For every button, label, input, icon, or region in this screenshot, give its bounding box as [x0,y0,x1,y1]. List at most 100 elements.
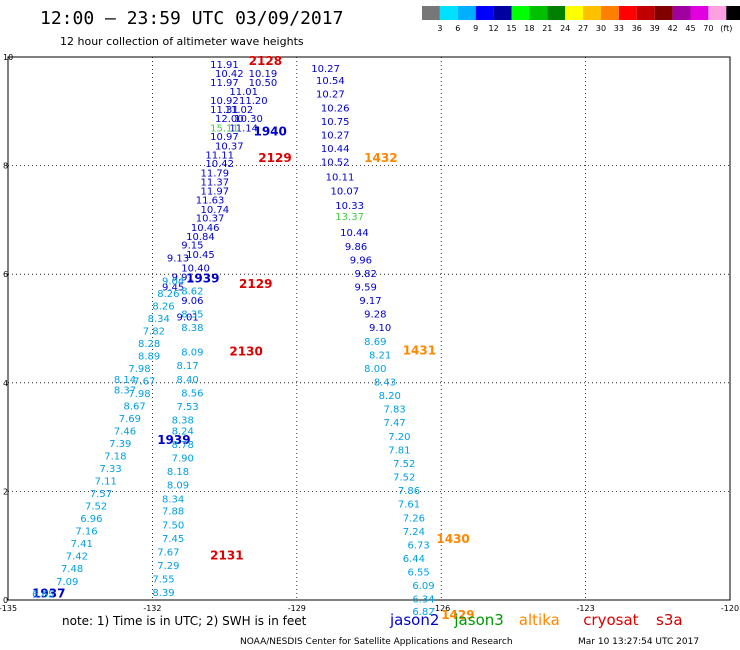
legend-label: 6 [455,24,460,33]
legend-swatch [672,6,691,20]
x-tick-label: -126 [432,604,450,613]
legend-swatch [636,6,655,20]
wave-height-value: 9.17 [359,296,381,307]
wave-height-value: 8.26 [157,289,179,300]
wave-height-value: 7.33 [99,464,121,475]
wave-height-value: 7.41 [71,539,93,550]
wave-height-value: 10.75 [321,117,350,128]
legend-swatch [511,6,530,20]
wave-height-value: 9.45 [162,282,184,293]
wave-height-value: 7.16 [75,526,97,537]
time-label: 2129 [239,277,272,291]
wave-height-value: 7.52 [393,473,415,484]
wave-height-value: 8.34 [148,314,170,325]
wave-height-value: 10.27 [321,130,350,141]
legend-label: 30 [596,24,606,33]
wave-height-value: 7.39 [109,439,131,450]
satellite-cryosat: cryosat [583,611,638,629]
wave-height-value: 11.01 [229,87,258,98]
wave-height-value: 10.42 [215,69,244,80]
wave-height-value: 11.37 [201,178,230,189]
legend-label: 27 [578,24,588,33]
wave-height-value: 11.79 [201,168,230,179]
time-label: 2131 [210,548,243,562]
time-label: 1430 [436,532,469,546]
time-label: 1939 [157,433,190,447]
wave-height-value: 10.97 [210,132,239,143]
time-label: 1937 [32,586,65,600]
x-tick-label: -132 [143,604,161,613]
time-label: 2130 [229,345,262,359]
legend-swatch [439,6,458,20]
wave-height-value: 7.11 [95,476,117,487]
wave-height-value: 12.00 [215,114,244,125]
y-tick-label: 10 [3,53,13,62]
time-label: 1432 [364,151,397,165]
footer-credit: NOAA/NESDIS Center for Satellite Applica… [240,637,513,647]
plot-frame [7,56,731,601]
wave-height-value: 9.28 [364,310,386,321]
wave-height-value: 6.65 [32,589,54,600]
legend-label: 3 [437,24,442,33]
wave-height-value: 10.54 [316,76,345,87]
wave-height-value: 7.53 [176,402,198,413]
chart-subtitle: 12 hour collection of altimeter wave hei… [60,35,304,48]
wave-height-value: 8.38 [172,416,194,427]
wave-height-value: 7.88 [162,507,184,518]
wave-height-value: 8.67 [124,401,146,412]
legend-label: 21 [542,24,552,33]
wave-height-value: 6.82 [412,607,434,618]
wave-height-value: 7.52 [85,501,107,512]
legend-swatch [583,6,601,20]
wave-height-value: 8.69 [364,337,386,348]
wave-height-value: 9.96 [350,255,372,266]
y-tick-label: 8 [3,162,8,171]
wave-height-value: 10.27 [311,64,340,75]
y-tick-label: 4 [3,379,8,388]
wave-height-value: 8.78 [172,440,194,451]
legend-swatch [601,6,619,20]
wave-height-value: 10.27 [316,90,345,101]
wave-height-value: 8.21 [369,350,391,361]
wave-height-value: 10.84 [186,232,215,243]
wave-height-value: 7.55 [152,575,174,586]
wave-height-value: 7.67 [157,547,179,558]
wave-height-value: 10.07 [330,186,359,197]
wave-height-value: 7.29 [157,561,179,572]
wave-height-value: 6.34 [412,595,434,606]
wave-height-value: 8.28 [138,339,160,350]
wave-height-value: 10.42 [205,159,234,170]
wave-height-value: 7.98 [128,364,150,375]
wave-height-value: 9.91 [172,273,194,284]
time-label: 1939 [186,271,219,285]
legend-label: 33 [614,24,624,33]
wave-height-value: 7.82 [143,326,165,337]
wave-height-value: 10.74 [201,205,230,216]
plot-grid [7,56,731,601]
wave-height-value: 7.61 [398,500,420,511]
satellite-jason3: jason3 [453,611,503,629]
x-tick-label: -120 [721,604,739,613]
time-label: 1431 [403,344,436,358]
wave-height-value: 7.24 [403,527,425,538]
wave-height-value: 7.86 [398,486,420,497]
wave-height-value: 7.52 [393,459,415,470]
satellite-jason2: jason2 [389,611,439,629]
legend-label: 18 [524,24,534,33]
x-tick-label: -135 [0,604,17,613]
legend-label: 9 [473,24,478,33]
wave-height-value: 10.92 [210,96,239,107]
wave-height-value: 11.14 [229,123,258,134]
wave-height-value: 6.55 [408,568,430,579]
wave-height-value: 6.44 [403,554,425,565]
wave-height-value: 8.20 [379,391,401,402]
wave-height-value: 6.73 [408,540,430,551]
wave-height-value: 11.63 [196,196,225,207]
wave-height-value: 11.20 [239,96,268,107]
wave-height-value: 7.67 [133,376,155,387]
wave-height-value: 10.33 [335,201,364,212]
y-tick-label: 6 [3,270,8,279]
wave-height-value: 9.86 [345,242,367,253]
legend-swatch [475,6,494,20]
wave-height-value: 9.15 [181,241,203,252]
